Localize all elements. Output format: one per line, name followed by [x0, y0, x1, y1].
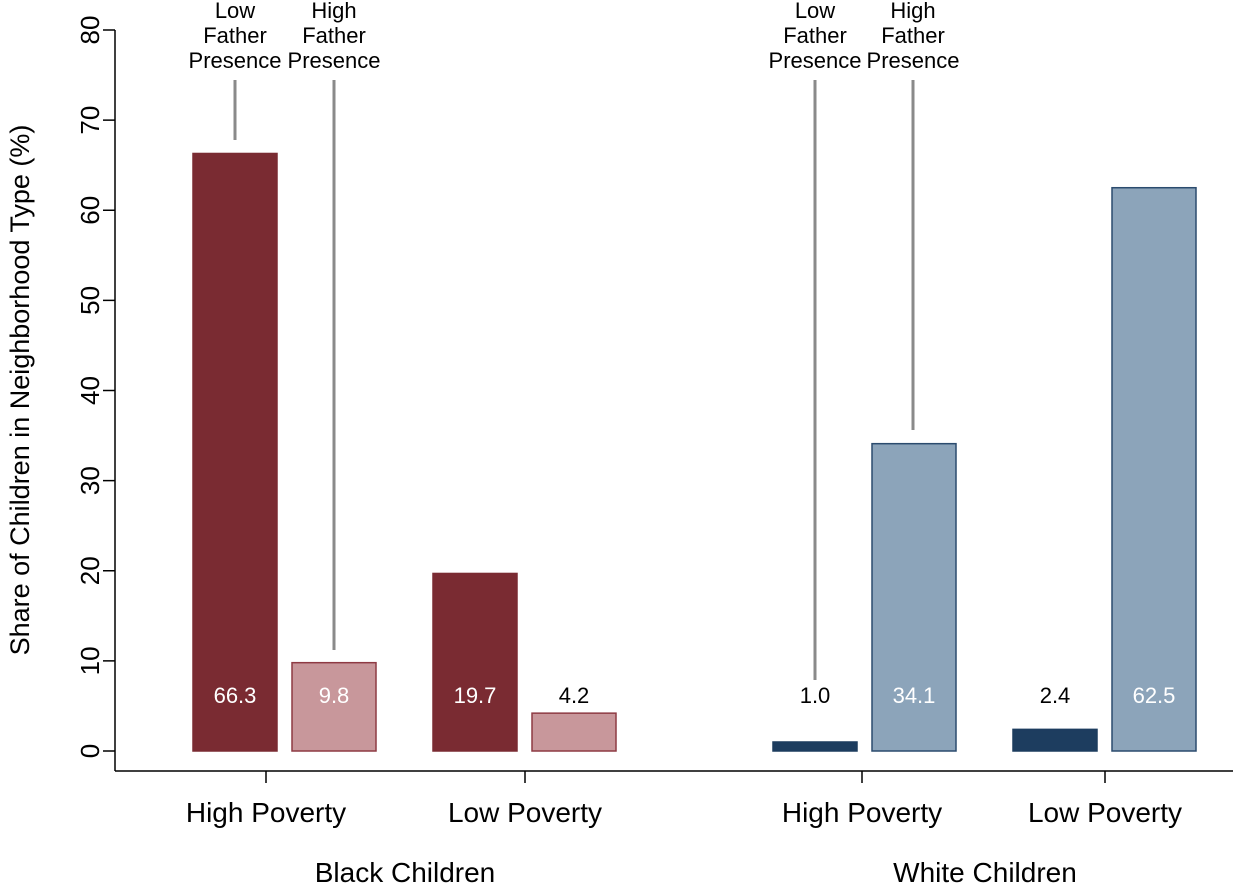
annotation-label: High	[890, 0, 935, 23]
bar-black-low-poverty-high-father-presence	[531, 712, 617, 752]
bar-white-low-poverty-low-father-presence	[1012, 728, 1098, 752]
annotation-label: Presence	[769, 48, 862, 73]
annotation-label: Presence	[288, 48, 381, 73]
bar-white-high-poverty-high-father-presence	[871, 442, 957, 752]
y-tick-label: 20	[75, 556, 105, 585]
bar-black-high-poverty-low-father-presence	[192, 152, 278, 752]
bar-value-label: 4.2	[559, 683, 590, 708]
x-category-label: Low Poverty	[1028, 797, 1182, 828]
y-tick-label: 80	[75, 16, 105, 45]
y-axis-title: Share of Children in Neighborhood Type (…	[5, 125, 35, 656]
annotation-label: Presence	[867, 48, 960, 73]
group-label: Black Children	[315, 857, 496, 885]
bar-value-label: 1.0	[800, 683, 831, 708]
bar-black-low-poverty-low-father-presence	[432, 572, 518, 752]
annotation-label: Father	[203, 23, 267, 48]
bar-value-label: 66.3	[214, 683, 257, 708]
annotation-label: High	[311, 0, 356, 23]
group-label: White Children	[893, 857, 1077, 885]
bar-value-label: 19.7	[454, 683, 497, 708]
annotation-label: Father	[302, 23, 366, 48]
bar-value-label: 9.8	[319, 683, 350, 708]
annotation-label: Presence	[189, 48, 282, 73]
x-category-label: High Poverty	[782, 797, 942, 828]
y-tick-label: 30	[75, 466, 105, 495]
annotation-label: Father	[783, 23, 847, 48]
bar-black-high-poverty-high-father-presence	[291, 661, 377, 752]
bar-white-high-poverty-low-father-presence	[772, 741, 858, 752]
bar-value-label: 2.4	[1040, 683, 1071, 708]
annotation-label: Father	[881, 23, 945, 48]
y-tick-label: 0	[75, 744, 105, 758]
y-tick-label: 60	[75, 196, 105, 225]
y-tick-label: 10	[75, 646, 105, 675]
annotation-label: Low	[795, 0, 835, 23]
bar-value-label: 62.5	[1133, 683, 1176, 708]
x-category-label: Low Poverty	[448, 797, 602, 828]
y-tick-label: 40	[75, 376, 105, 405]
y-tick-label: 70	[75, 106, 105, 135]
annotation-label: Low	[215, 0, 255, 23]
bar-white-low-poverty-high-father-presence	[1111, 186, 1197, 752]
y-tick-label: 50	[75, 286, 105, 315]
bar-value-label: 34.1	[893, 683, 936, 708]
x-category-label: High Poverty	[186, 797, 346, 828]
